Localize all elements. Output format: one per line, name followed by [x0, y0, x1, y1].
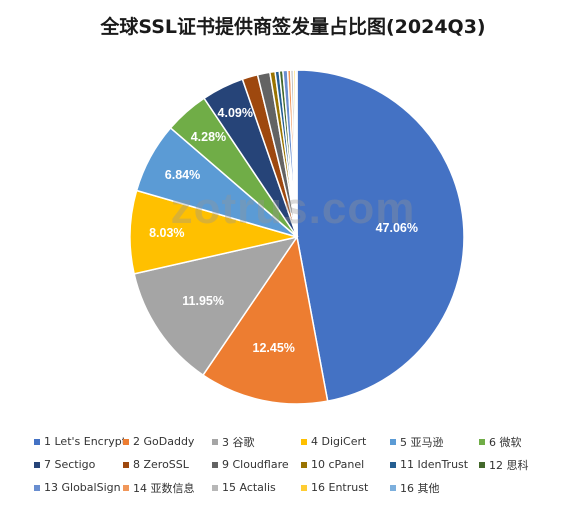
legend-row: 1 Let's Encrypt 2 GoDaddy 3 谷歌 4 DigiCert 5 …	[34, 430, 574, 453]
legend-item: 6 微软	[479, 434, 568, 450]
legend-label: 12 思科	[489, 458, 529, 472]
slice-data-label: 6.84%	[165, 168, 200, 182]
legend-item: 1 Let's Encrypt	[34, 435, 127, 448]
legend-label: 16 其他	[400, 481, 440, 495]
slice-data-label: 4.09%	[218, 106, 253, 120]
legend-swatch	[390, 438, 396, 445]
slice-data-label: 8.03%	[149, 226, 184, 240]
legend-swatch	[301, 461, 307, 468]
legend-item: 4 DigiCert	[301, 435, 390, 448]
legend-label: 6 微软	[489, 435, 522, 449]
legend-label: 9 Cloudflare	[222, 458, 289, 471]
legend-item: 15 Actalis	[212, 481, 301, 494]
legend-swatch	[390, 461, 396, 468]
legend-swatch	[479, 461, 485, 468]
legend-item: 9 Cloudflare	[212, 458, 301, 471]
legend-label: 14 亚数信息	[133, 481, 195, 495]
legend-swatch	[301, 484, 307, 491]
legend-swatch	[212, 438, 218, 445]
legend-swatch	[34, 438, 40, 445]
legend-label: 3 谷歌	[222, 435, 255, 449]
legend-label: 10 cPanel	[311, 458, 365, 471]
slice-data-label: 11.95%	[182, 294, 224, 308]
legend-item: 2 GoDaddy	[123, 435, 212, 448]
legend-swatch	[212, 461, 218, 468]
legend-swatch	[212, 484, 218, 491]
slice-data-label: 4.28%	[191, 130, 226, 144]
legend-label: 8 ZeroSSL	[133, 458, 189, 471]
legend-label: 16 Entrust	[311, 481, 369, 494]
slice-data-label: 47.06%	[376, 221, 418, 235]
legend-label: 15 Actalis	[222, 481, 276, 494]
legend-label: 13 GlobalSign	[44, 481, 121, 494]
legend-swatch	[123, 461, 129, 468]
legend-swatch	[34, 484, 40, 491]
legend-item: 5 亚马逊	[390, 434, 479, 450]
legend-row: 13 GlobalSign 14 亚数信息 15 Actalis 16 Entrust…	[34, 476, 574, 499]
pie-chart: 47.06% 12.45% 11.95% 8.03% 6.84% 4.28% 4.09%	[129, 69, 465, 405]
legend-item: 10 cPanel	[301, 458, 390, 471]
legend-item: 13 GlobalSign	[34, 481, 123, 494]
legend-swatch	[301, 438, 307, 445]
legend-swatch	[34, 461, 40, 468]
pie-slice	[133, 235, 299, 377]
legend-item: 14 亚数信息	[123, 480, 212, 496]
legend-label: 2 GoDaddy	[133, 435, 195, 448]
legend-label: 1 Let's Encrypt	[44, 435, 127, 448]
chart-title: 全球SSL证书提供商签发量占比图(2024Q3)	[100, 16, 486, 38]
chart-legend: 1 Let's Encrypt 2 GoDaddy 3 谷歌 4 DigiCert 5 …	[34, 430, 574, 499]
legend-label: 7 Sectigo	[44, 458, 96, 471]
legend-label: 5 亚马逊	[400, 435, 444, 449]
pie-slice	[296, 69, 465, 403]
legend-item: 8 ZeroSSL	[123, 458, 212, 471]
legend-item: 12 思科	[479, 457, 568, 473]
legend-item: 16 Entrust	[301, 481, 390, 494]
legend-item: 16 其他	[390, 480, 479, 496]
legend-item: 11 IdenTrust	[390, 458, 479, 471]
legend-item: 3 谷歌	[212, 434, 301, 450]
legend-label: 11 IdenTrust	[400, 458, 469, 471]
legend-swatch	[123, 484, 129, 491]
legend-swatch	[479, 438, 485, 445]
legend-swatch	[390, 484, 396, 491]
legend-item: 7 Sectigo	[34, 458, 123, 471]
slice-data-label: 12.45%	[253, 341, 295, 355]
legend-label: 4 DigiCert	[311, 435, 367, 448]
pie-slice	[294, 69, 298, 238]
pie-slice	[202, 235, 329, 405]
legend-swatch	[123, 438, 129, 445]
legend-row: 7 Sectigo 8 ZeroSSL 9 Cloudflare 10 cPanel 1…	[34, 453, 574, 476]
